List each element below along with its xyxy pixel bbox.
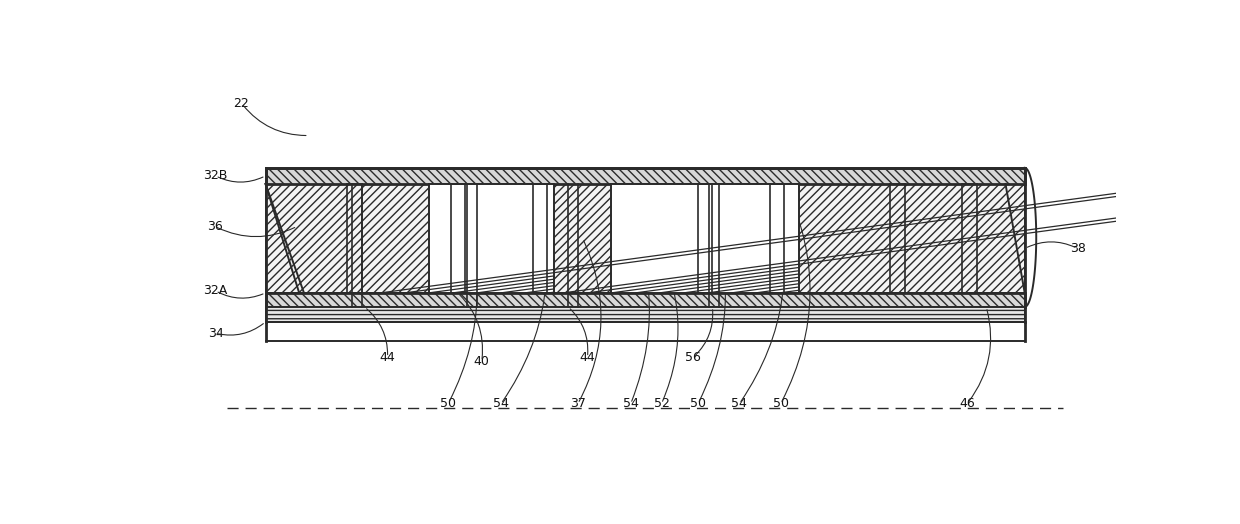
- Text: 50: 50: [440, 397, 456, 410]
- Text: 56: 56: [686, 351, 701, 364]
- Text: 38: 38: [1070, 242, 1085, 255]
- Text: 54: 54: [494, 397, 508, 410]
- Text: 36: 36: [207, 220, 222, 233]
- Text: 40: 40: [474, 355, 490, 368]
- Text: 52: 52: [653, 397, 670, 410]
- Bar: [265, 184, 1024, 293]
- Bar: [265, 293, 1024, 307]
- Bar: [265, 168, 1024, 184]
- Text: 22: 22: [233, 97, 249, 110]
- Text: 46: 46: [960, 397, 975, 410]
- Text: 32B: 32B: [203, 169, 228, 182]
- Text: 54: 54: [732, 397, 748, 410]
- Text: 37: 37: [570, 397, 585, 410]
- Text: 44: 44: [579, 351, 595, 364]
- Text: 32A: 32A: [203, 285, 228, 297]
- Text: 44: 44: [379, 351, 396, 364]
- Bar: [265, 307, 1024, 322]
- Bar: [611, 184, 799, 293]
- Bar: [429, 184, 554, 293]
- Text: 50: 50: [773, 397, 789, 410]
- Text: 34: 34: [207, 326, 223, 340]
- Text: 50: 50: [689, 397, 706, 410]
- Text: 54: 54: [622, 397, 639, 410]
